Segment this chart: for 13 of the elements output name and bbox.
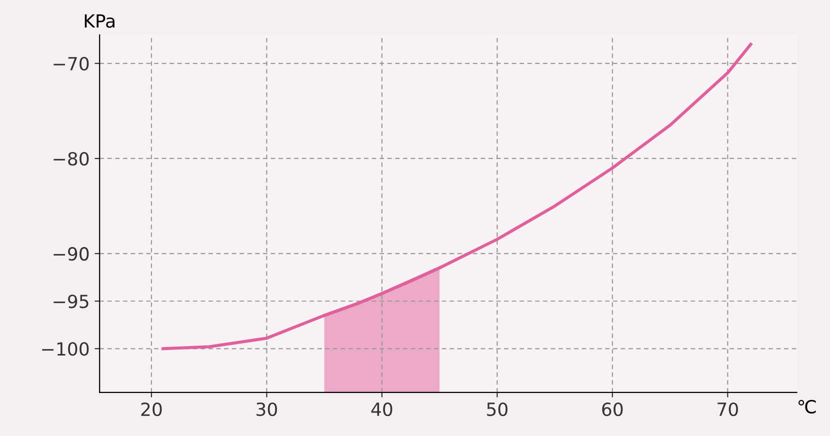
x-tick-label: 50 (487, 402, 508, 416)
x-axis-title: ℃ (798, 400, 816, 414)
x-tick-label: 70 (718, 402, 738, 416)
y-tick-label: −80 (54, 152, 89, 166)
x-tick-label: 30 (256, 402, 277, 416)
y-tick-label: −95 (54, 294, 88, 308)
x-tick-label: 20 (141, 402, 162, 416)
y-tick-label: −90 (54, 247, 89, 261)
y-tick-label: −100 (42, 342, 89, 356)
y-axis-title: KPa (84, 14, 114, 28)
y-tick-label: −70 (54, 56, 89, 71)
x-tick-label: 40 (371, 402, 392, 416)
x-tick-label: 60 (602, 402, 623, 416)
